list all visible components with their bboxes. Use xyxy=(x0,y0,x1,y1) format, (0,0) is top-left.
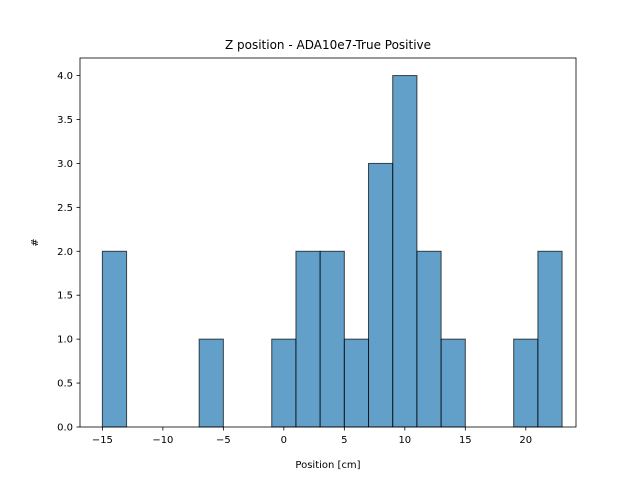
x-tick-label: 10 xyxy=(398,435,411,446)
histogram-bar xyxy=(513,338,539,428)
x-tick-label: 20 xyxy=(519,435,532,446)
y-axis-label: # xyxy=(30,238,41,246)
histogram-bar xyxy=(271,338,297,428)
histogram-bar xyxy=(537,250,563,428)
y-tick-label: 2.5 xyxy=(57,203,73,214)
y-tick-label: 4.0 xyxy=(57,71,73,82)
y-tick-label: 3.5 xyxy=(57,115,73,126)
histogram-bar xyxy=(416,250,442,428)
histogram-bar xyxy=(319,250,345,428)
x-axis-label: Position [cm] xyxy=(295,460,360,471)
x-tick-label: −10 xyxy=(152,435,173,446)
histogram-bar xyxy=(101,250,128,428)
y-tick-label: 3.0 xyxy=(57,159,73,170)
x-tick-label: −15 xyxy=(92,435,113,446)
histogram-bar xyxy=(198,338,224,428)
y-axis-ticks: 0.0 0.5 1.0 1.5 2.0 2.5 3.0 3.5 4.0 xyxy=(57,71,80,434)
y-tick-label: 0.0 xyxy=(57,423,73,434)
bars-group xyxy=(101,75,563,428)
y-tick-label: 1.0 xyxy=(57,335,73,346)
histogram-bar xyxy=(392,75,418,428)
x-axis-ticks: −15 −10 −5 0 5 10 15 20 xyxy=(92,427,532,446)
histogram-bar xyxy=(440,338,466,428)
y-tick-label: 0.5 xyxy=(57,379,73,390)
histogram-bar xyxy=(295,250,321,428)
x-tick-label: 5 xyxy=(341,435,347,446)
x-tick-label: 0 xyxy=(281,435,287,446)
x-tick-label: −5 xyxy=(216,435,231,446)
chart-title: Z position - ADA10e7-True Positive xyxy=(225,38,431,52)
y-tick-label: 2.0 xyxy=(57,247,73,258)
y-tick-label: 1.5 xyxy=(57,291,73,302)
histogram-bar xyxy=(368,162,394,428)
plot-frame xyxy=(79,57,577,428)
x-tick-label: 15 xyxy=(459,435,472,446)
histogram-bar xyxy=(343,338,370,428)
